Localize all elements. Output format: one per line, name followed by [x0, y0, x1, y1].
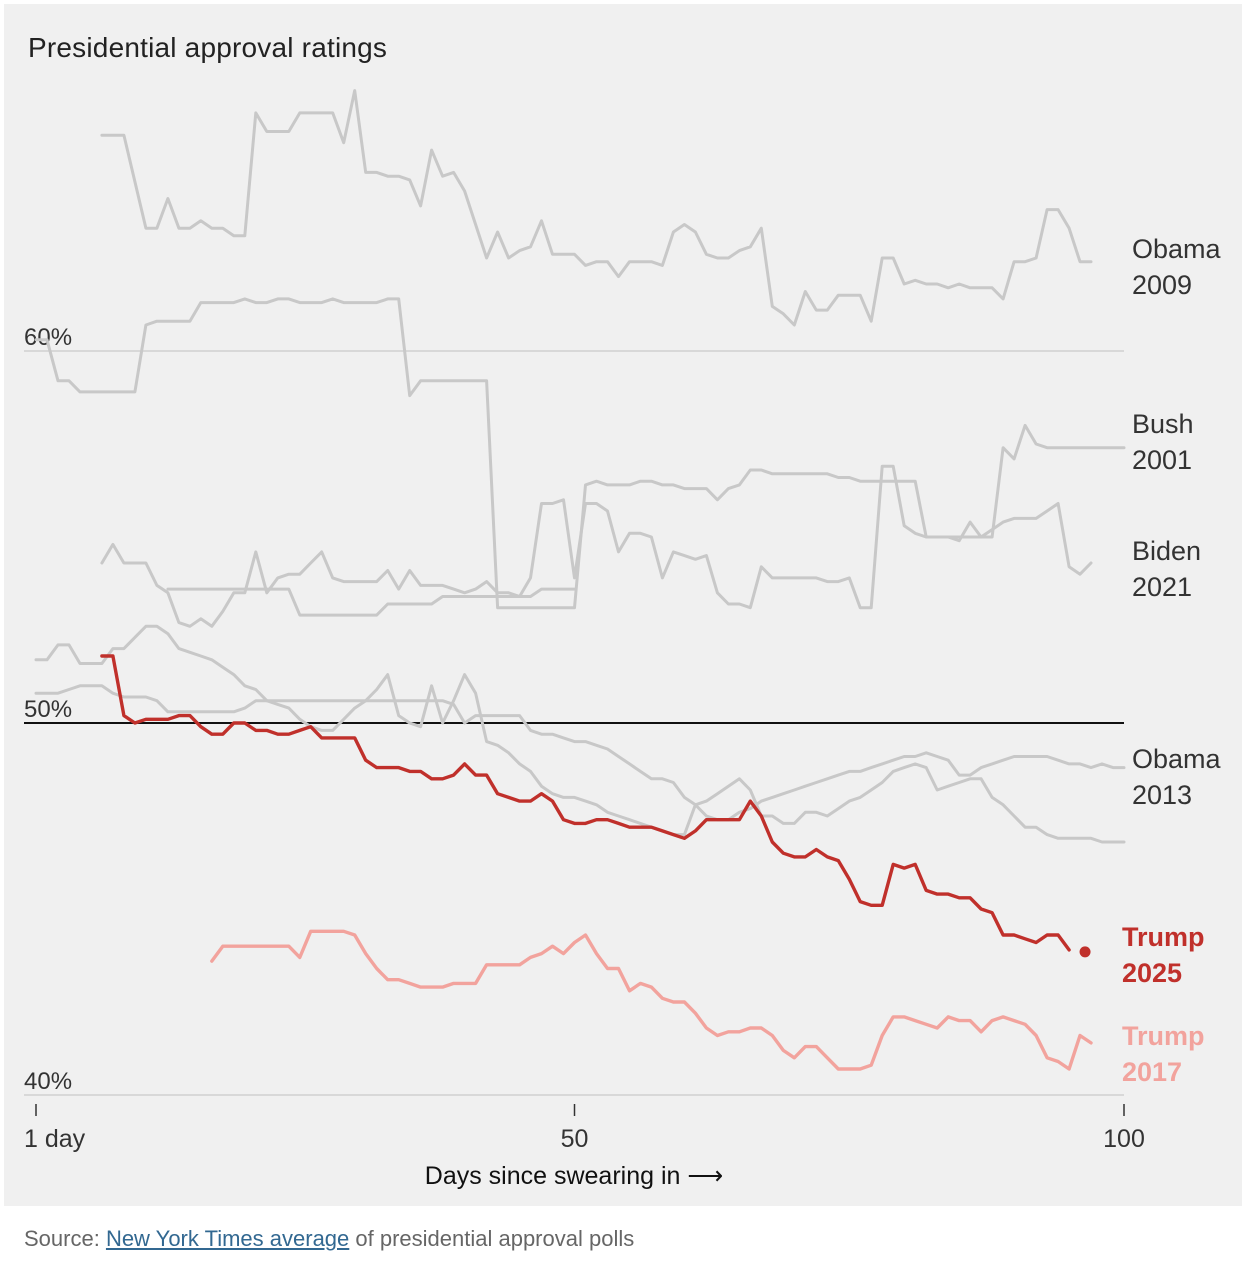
x-axis-label: Days since swearing in ⟶	[425, 1162, 723, 1190]
chart-title: Presidential approval ratings	[28, 32, 388, 63]
series-line-bush-2001	[34, 297, 1126, 610]
series-line-biden-2021	[100, 464, 1093, 628]
series-label-bush-2001: Bush	[1132, 409, 1194, 439]
y-tick-label: 40%	[24, 1068, 72, 1095]
x-tick-label: 1 day	[24, 1125, 86, 1153]
series-label-obama-2009: 2009	[1132, 270, 1192, 300]
series-label-trump-2025: 2025	[1122, 958, 1182, 988]
x-tick-label: 50	[561, 1125, 589, 1153]
series-label-biden-2021: 2021	[1132, 572, 1192, 602]
series-line-extra-gray-1	[34, 684, 1126, 822]
series-line-extra-gray-2	[166, 587, 576, 617]
series-label-biden-2021: Biden	[1132, 536, 1201, 566]
source-link[interactable]: New York Times average	[105, 1226, 350, 1251]
source-suffix: of presidential approval polls	[349, 1226, 635, 1251]
x-tick-label: 100	[1103, 1125, 1145, 1153]
series-label-bush-2001: 2001	[1132, 445, 1192, 475]
series-line-obama-2009	[100, 89, 1093, 327]
trump-2025-endpoint-dot	[1079, 946, 1091, 958]
series-label-obama-2013: 2013	[1132, 780, 1192, 810]
chart-panel: 60% 50% 40% 1 day 50 100 Days since swearing i…	[4, 4, 1242, 1206]
series-label-trump-2017: Trump	[1122, 1021, 1205, 1051]
y-tick-label: 50%	[24, 696, 72, 723]
series-line-trump-2025	[100, 654, 1071, 952]
series-line-obama-2013	[34, 624, 1126, 844]
series-label-obama-2009: Obama	[1132, 234, 1222, 264]
series-label-trump-2025: Trump	[1122, 922, 1205, 952]
series-label-obama-2013: Obama	[1132, 744, 1222, 774]
series-label-trump-2017: 2017	[1122, 1057, 1182, 1087]
source-prefix: Source:	[24, 1226, 106, 1251]
source-note: Source: New York Times average of presid…	[24, 1226, 634, 1252]
series-line-trump-2017	[210, 929, 1093, 1071]
